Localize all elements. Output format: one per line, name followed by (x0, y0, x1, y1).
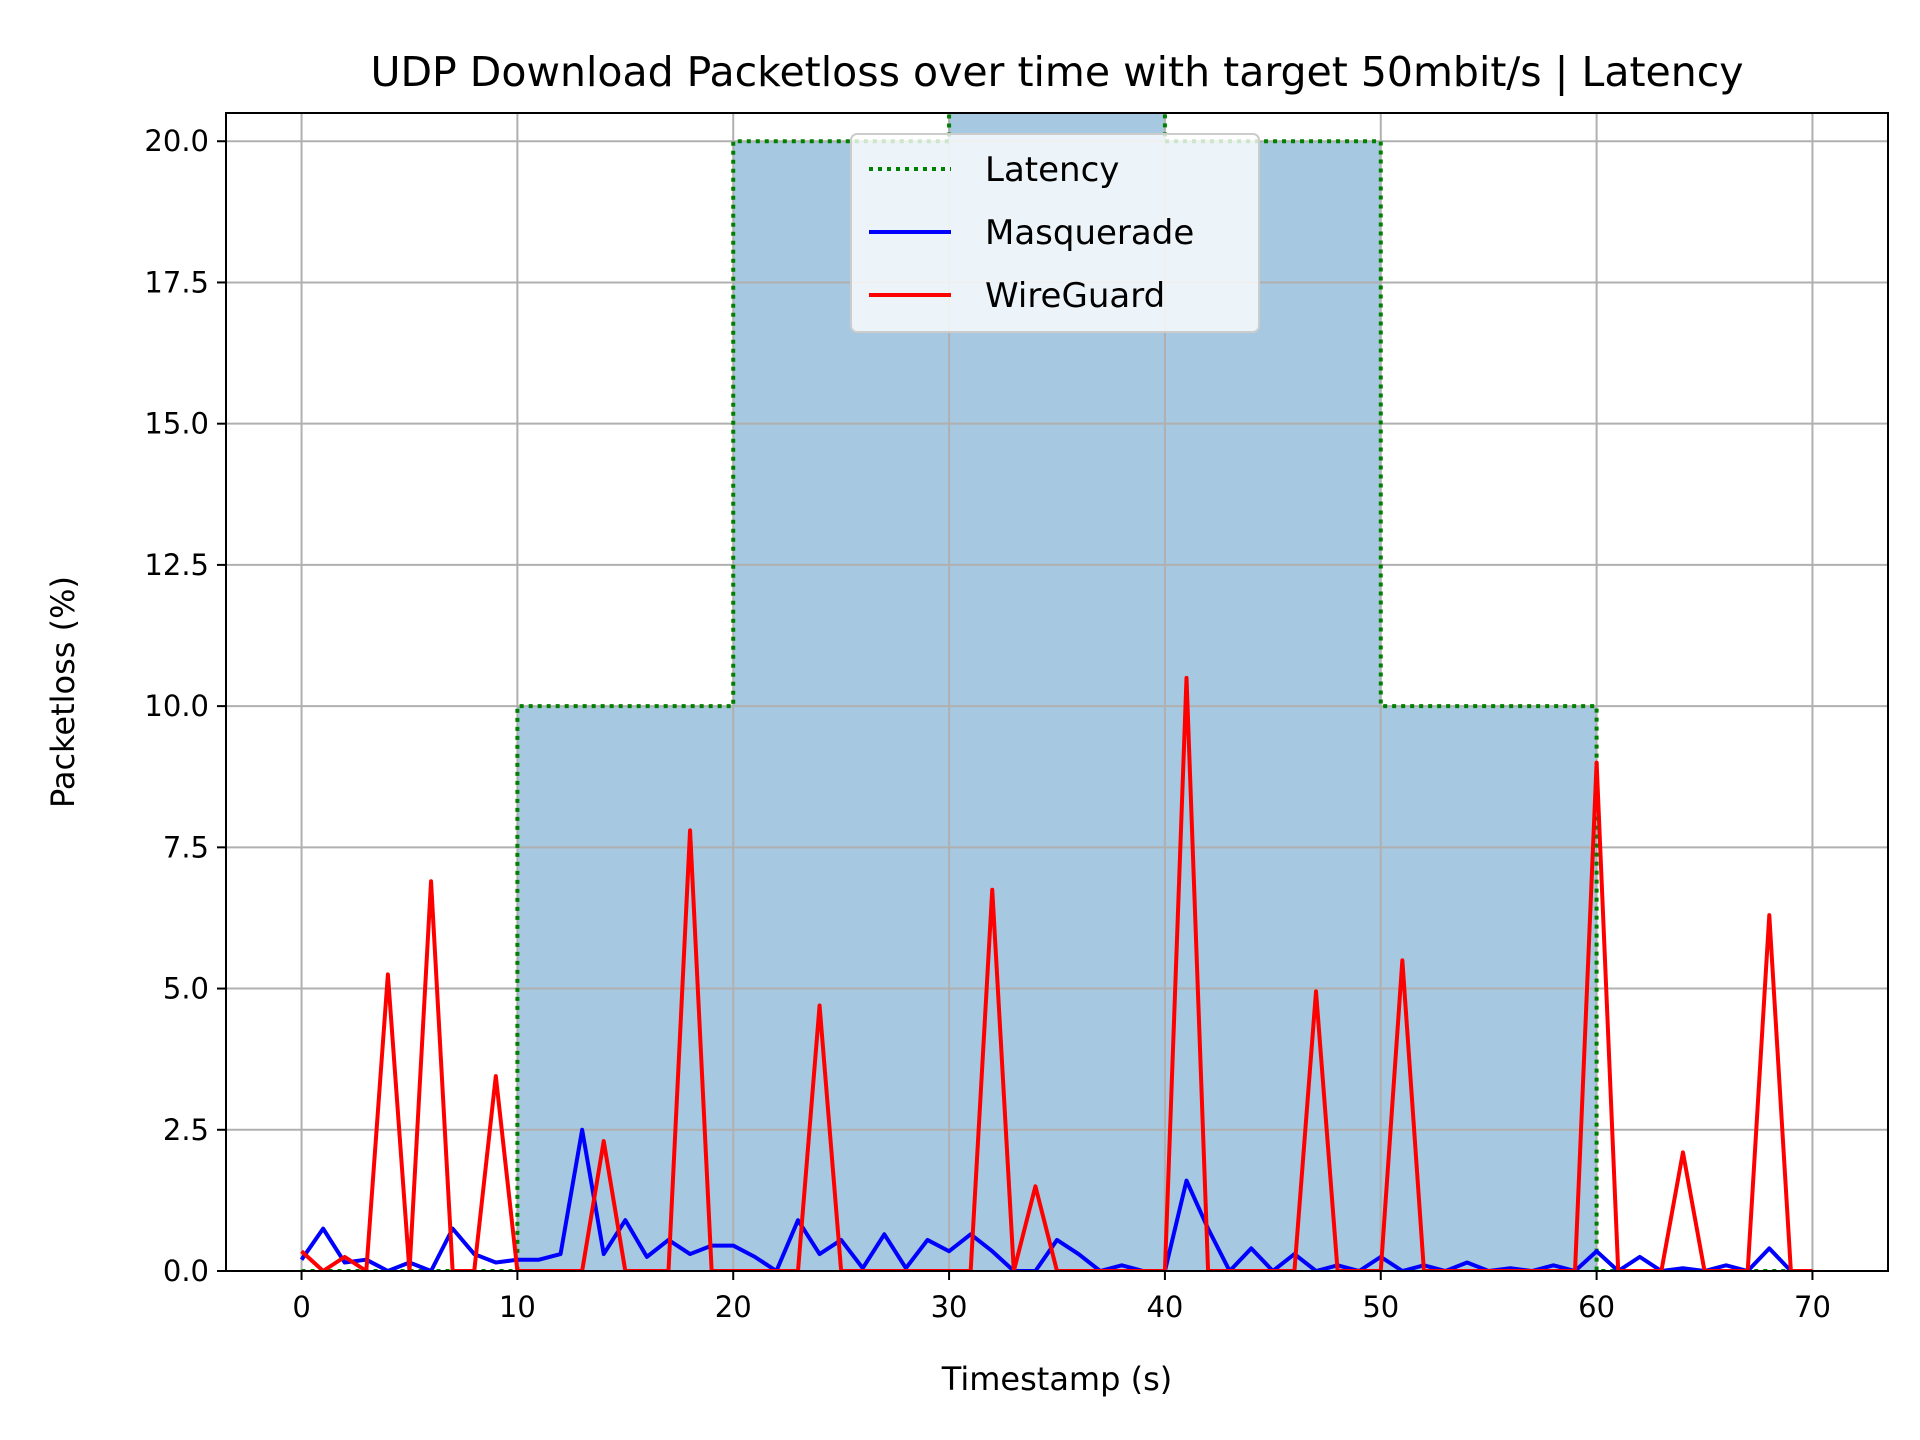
y-axis-title: Packetloss (%) (44, 576, 82, 808)
y-tick-label: 20.0 (144, 124, 209, 158)
y-tick-label: 7.5 (163, 830, 209, 864)
x-tick-label: 10 (499, 1290, 536, 1324)
chart-title: UDP Download Packetloss over time with t… (370, 48, 1743, 96)
series-lines (299, 675, 1813, 1271)
y-tick-label: 17.5 (144, 265, 209, 299)
latency-fill (301, 113, 1813, 1271)
legend-masquerade-label: Masquerade (985, 213, 1194, 253)
legend-wireguard-label: WireGuard (985, 276, 1165, 316)
plot-frame (225, 112, 1889, 1272)
x-tick-label: 20 (715, 1290, 752, 1324)
y-axis: 0.0 2.5 5.0 7.5 10.0 12.5 15.0 17.5 20.0 (144, 124, 226, 1288)
latency-fill-area (301, 113, 1813, 1271)
legend-latency-label: Latency (985, 150, 1119, 190)
legend: Latency Masquerade WireGuard (850, 133, 1260, 333)
y-tick-label: 15.0 (144, 407, 209, 441)
x-tick-label: 40 (1146, 1290, 1183, 1324)
y-tick-label: 0.0 (163, 1254, 209, 1288)
x-tick-label: 50 (1362, 1290, 1399, 1324)
x-tick-label: 70 (1794, 1290, 1831, 1324)
series-line-masquerade (299, 1127, 1813, 1271)
x-axis-title: Timestamp (s) (941, 1360, 1172, 1398)
y-tick-label: 10.0 (144, 689, 209, 723)
y-tick-label: 5.0 (163, 972, 209, 1006)
y-tick-label: 2.5 (163, 1113, 209, 1147)
x-tick-label: 30 (931, 1290, 968, 1324)
x-axis: 0 10 20 30 40 50 60 70 (292, 1271, 1831, 1324)
y-tick-label: 12.5 (144, 548, 209, 582)
legend-box (850, 133, 1260, 333)
x-tick-label: 60 (1578, 1290, 1615, 1324)
x-tick-label: 0 (292, 1290, 310, 1324)
